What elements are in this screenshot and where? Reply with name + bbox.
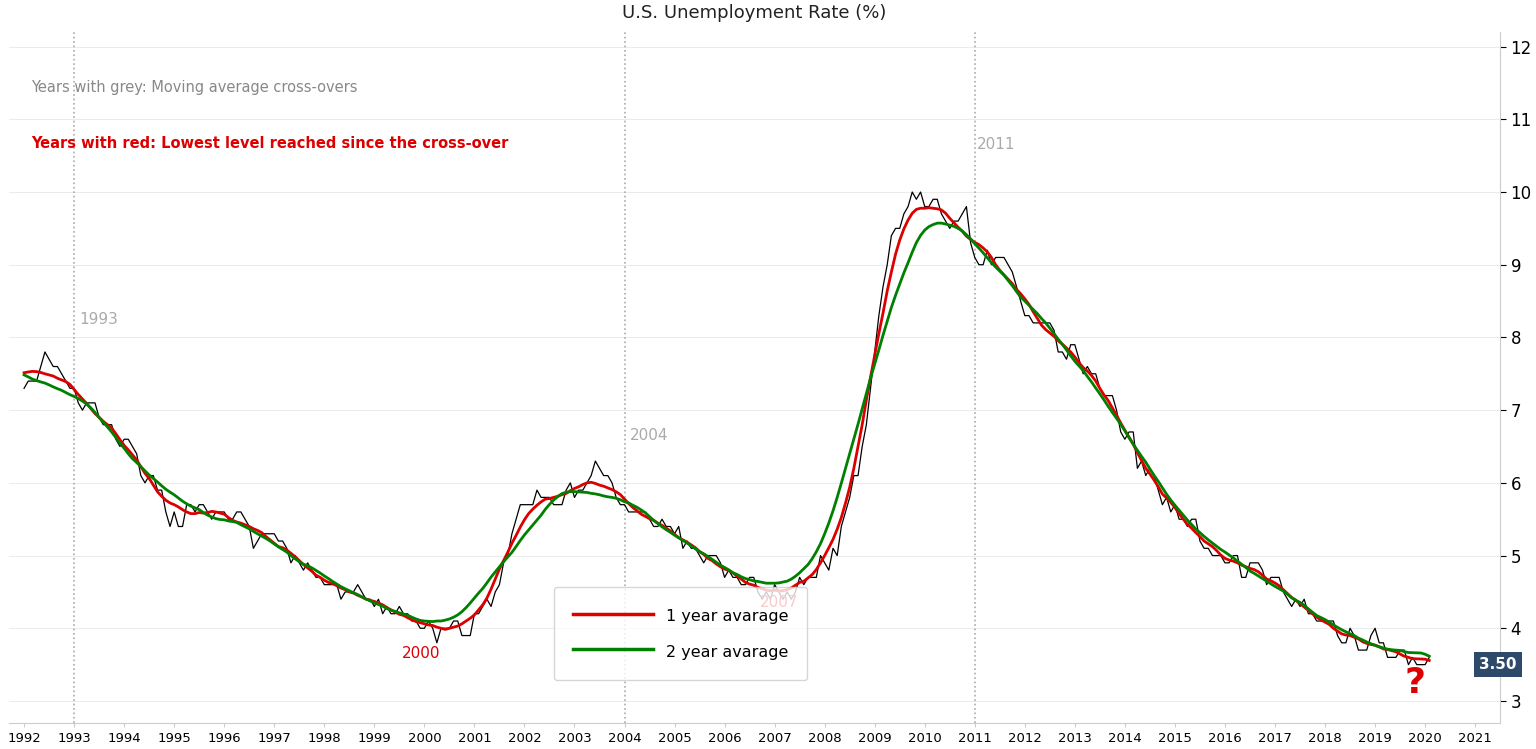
Text: 3.50: 3.50	[1479, 657, 1516, 672]
Text: 1993: 1993	[80, 312, 118, 327]
Text: 2004: 2004	[630, 428, 668, 443]
Title: U.S. Unemployment Rate (%): U.S. Unemployment Rate (%)	[622, 4, 886, 22]
Text: Years with red: Lowest level reached since the cross-over: Years with red: Lowest level reached sin…	[31, 136, 508, 151]
Text: Years with grey: Moving average cross-overs: Years with grey: Moving average cross-ov…	[31, 80, 358, 95]
Text: ?: ?	[1404, 666, 1425, 700]
Text: 2007: 2007	[760, 595, 799, 610]
Legend: 1 year avarage, 2 year avarage: 1 year avarage, 2 year avarage	[554, 587, 808, 680]
Text: 2000: 2000	[402, 646, 441, 661]
Text: 2011: 2011	[977, 137, 1015, 152]
